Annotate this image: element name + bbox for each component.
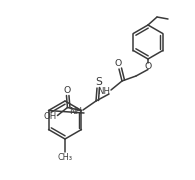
Text: NH: NH bbox=[98, 87, 111, 96]
Text: O: O bbox=[64, 86, 71, 94]
Text: O: O bbox=[144, 62, 152, 71]
Text: CH₃: CH₃ bbox=[58, 154, 73, 163]
Text: OH: OH bbox=[44, 112, 57, 121]
Text: NH: NH bbox=[69, 107, 82, 116]
Text: O: O bbox=[114, 58, 122, 68]
Text: S: S bbox=[95, 77, 102, 87]
